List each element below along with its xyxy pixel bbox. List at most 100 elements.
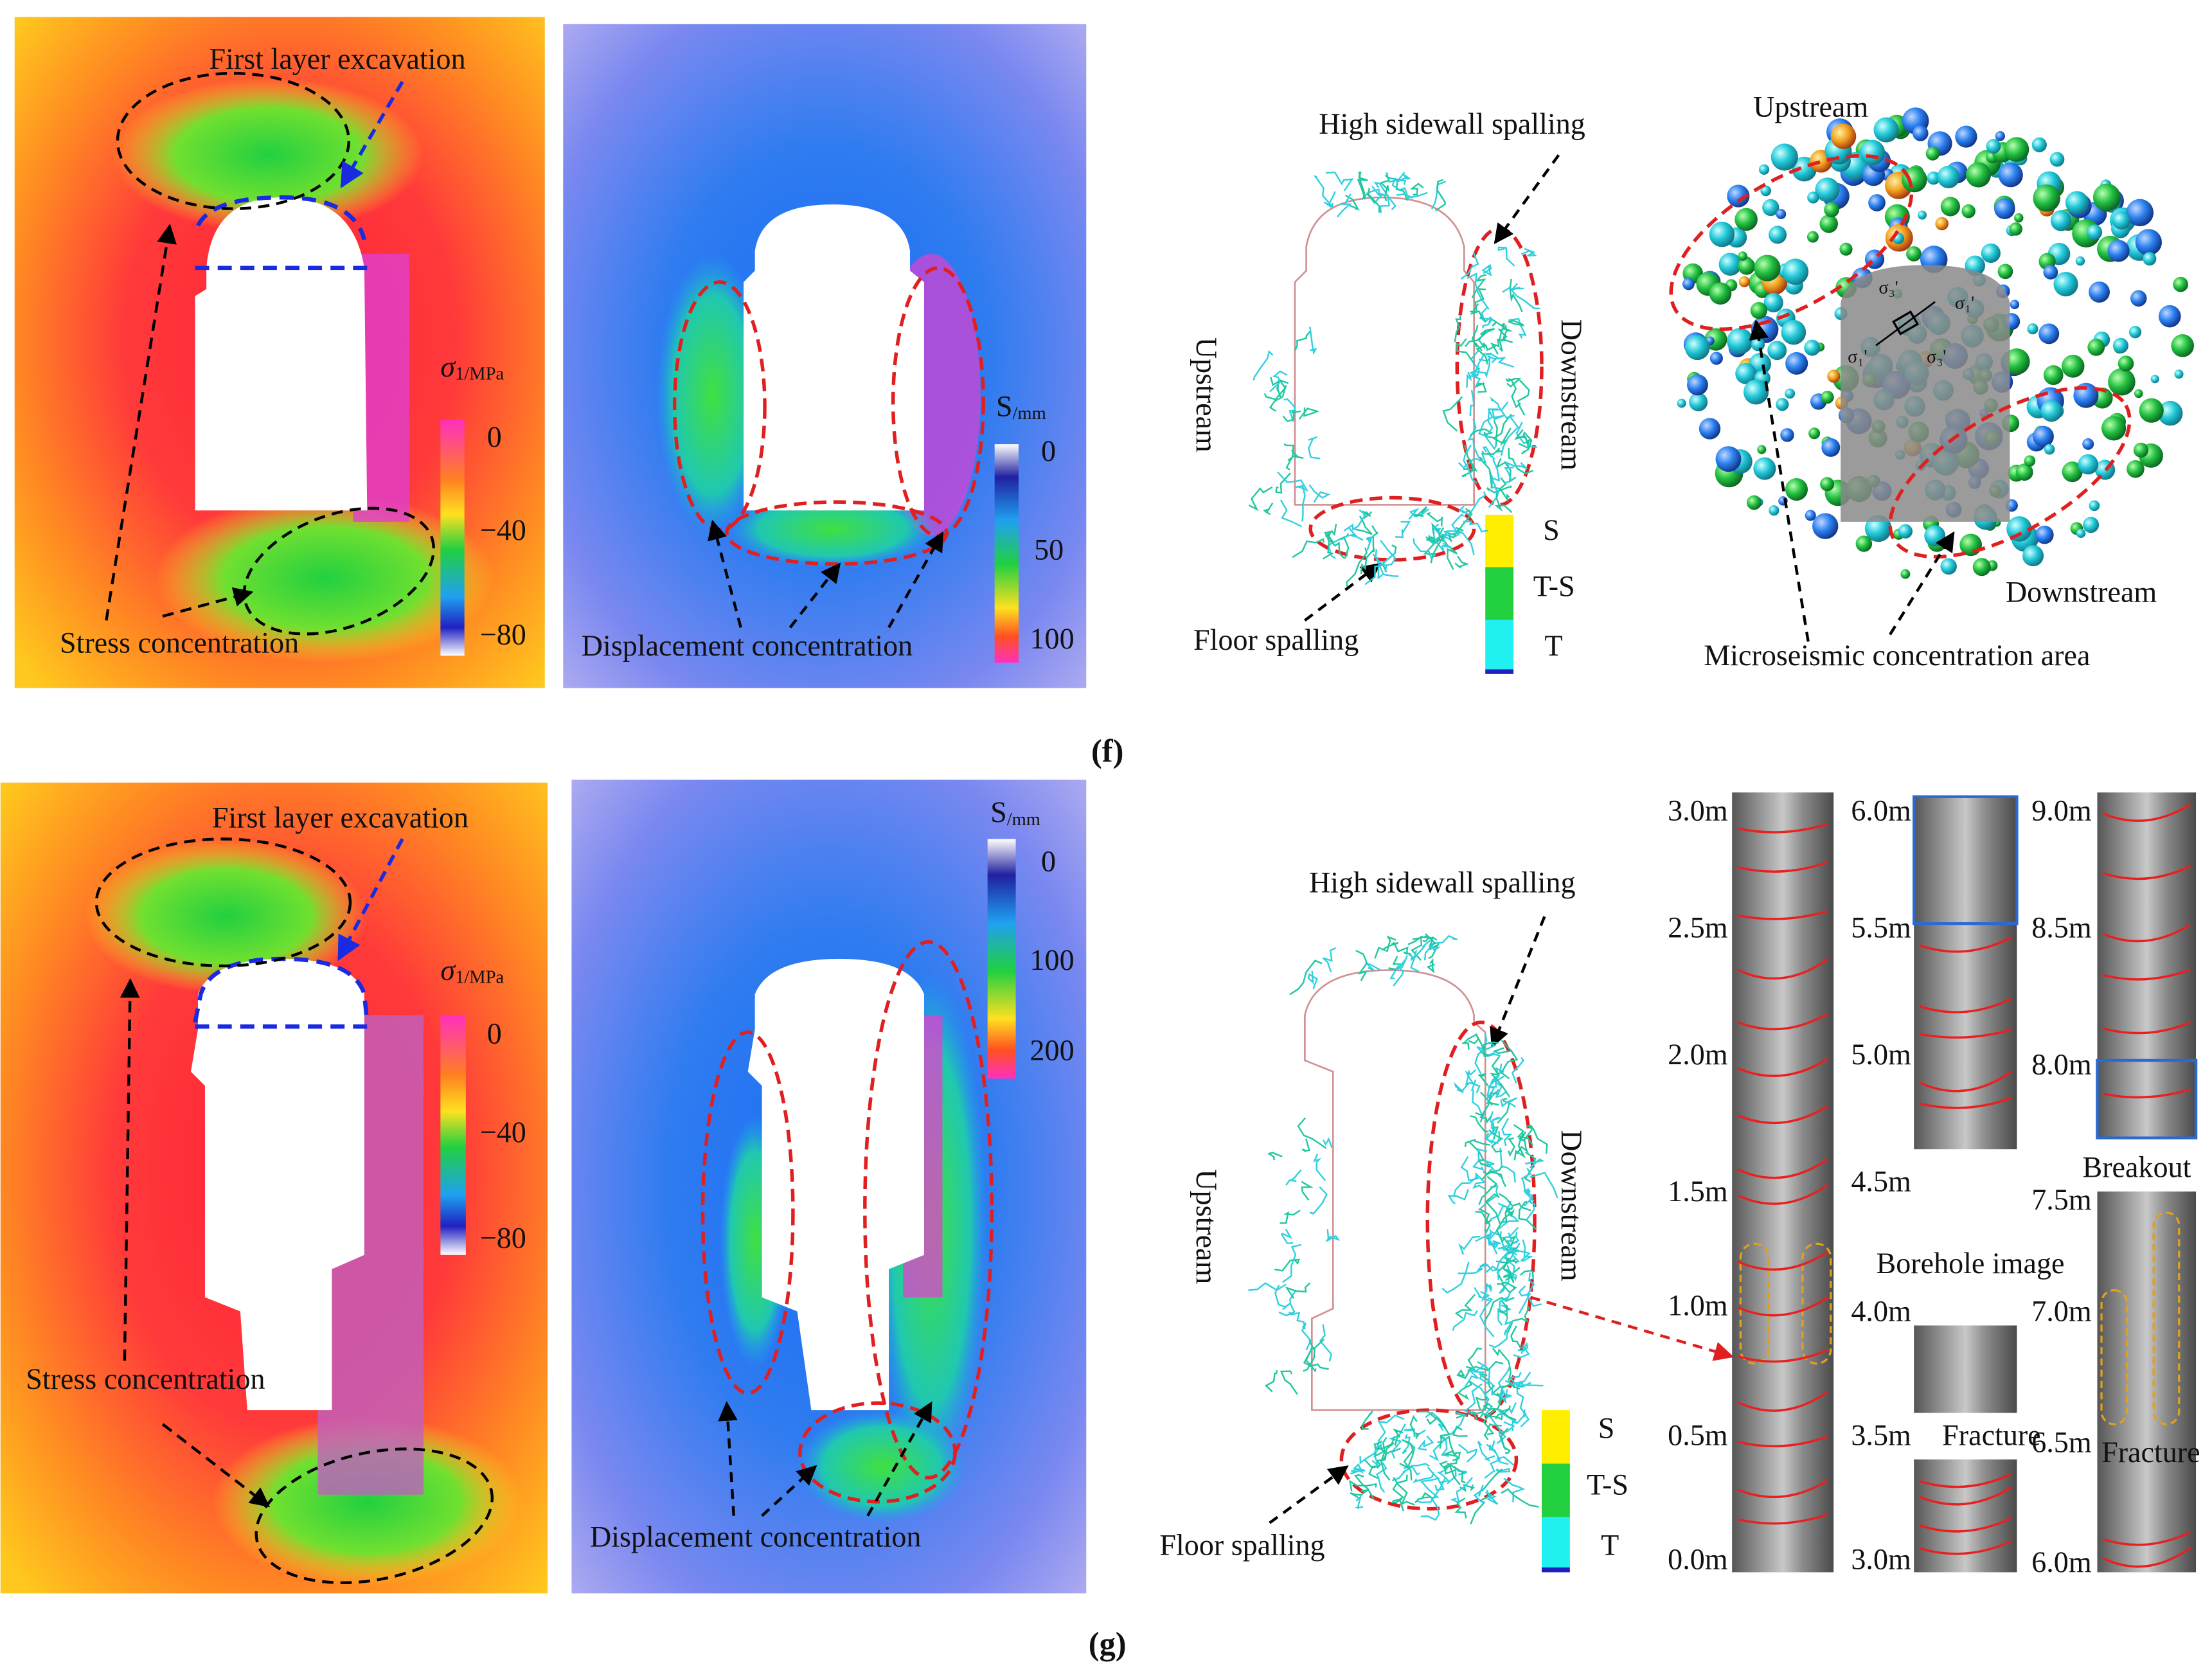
crack [1516, 1386, 1530, 1427]
sphere [1738, 257, 1756, 275]
crack [1379, 179, 1390, 202]
crack [1504, 460, 1528, 470]
sphere [2043, 265, 2058, 280]
fracture [1919, 1486, 2012, 1506]
legend-label: T [1601, 1529, 1619, 1562]
arrow [1269, 1465, 1349, 1524]
depth-label: 5.5m [1851, 911, 1911, 944]
fracture [2102, 1546, 2191, 1568]
sphere [1805, 510, 1816, 521]
crack [1380, 1437, 1391, 1481]
depth-label: 8.5m [2031, 911, 2092, 944]
crack [1441, 531, 1475, 555]
crack [1467, 272, 1490, 310]
depth-label: 2.5m [1668, 911, 1728, 944]
crack [1305, 1338, 1325, 1373]
depth-label: 1.0m [1668, 1289, 1728, 1322]
crack [1297, 1117, 1326, 1149]
colorbar-tick: 100 [1030, 943, 1075, 976]
crack [1269, 370, 1288, 393]
crack [1465, 371, 1472, 388]
crack [1442, 1435, 1461, 1459]
fracture [1919, 1071, 2012, 1093]
legend-label: S [1543, 513, 1560, 546]
dashed-ellipse [863, 940, 994, 1480]
crack [1373, 181, 1396, 211]
sphere [1819, 214, 1838, 233]
depth-label: 3.0m [1851, 1543, 1911, 1576]
crack [1280, 1370, 1298, 1395]
crack [1471, 325, 1483, 352]
crack [1469, 428, 1494, 436]
sphere [2101, 416, 2127, 441]
sphere [2031, 137, 2047, 152]
colorbar-tick: −40 [480, 513, 526, 546]
crack [1483, 1398, 1503, 1436]
crack [1435, 179, 1446, 211]
dashed-ellipse [1339, 1408, 1519, 1511]
colorbar-tick: −80 [480, 618, 526, 650]
crack [1482, 316, 1494, 328]
crack [1530, 1172, 1558, 1199]
sphere [2082, 438, 2094, 450]
crack [1425, 512, 1443, 527]
sphere [1955, 125, 1977, 148]
crack [1498, 1402, 1518, 1424]
spalling-panel-f: High sidewall spalling Floor spalling Up… [1190, 107, 1588, 674]
crack [1285, 1169, 1302, 1186]
crack [1495, 1405, 1511, 1420]
colorbar-title: σ1/MPa [440, 350, 504, 384]
arrow [161, 1423, 271, 1508]
arrow [162, 587, 254, 618]
sphere [1839, 242, 1853, 256]
legend-label: S [1598, 1412, 1615, 1445]
sphere [1781, 319, 1806, 345]
crack [1494, 487, 1513, 513]
crack [1490, 1055, 1510, 1098]
depth-label: 5.0m [1851, 1038, 1911, 1071]
crack [1483, 1405, 1517, 1421]
crack [1463, 444, 1477, 484]
side-label: Downstream [1555, 1130, 1588, 1281]
stress-label: σ₁' [1955, 293, 1974, 313]
depth-label: 7.0m [2031, 1294, 2092, 1327]
crack [1479, 1412, 1503, 1421]
sphere [2118, 355, 2134, 371]
crack [1371, 185, 1390, 213]
crack [1508, 1231, 1520, 1263]
crack [1454, 1082, 1470, 1093]
crack [1303, 1339, 1316, 1372]
dashed-ellipse [2152, 1211, 2181, 1425]
crack [1265, 1370, 1278, 1393]
depth-label: 3.0m [1668, 794, 1728, 827]
cavern [1841, 265, 2010, 522]
crack [1495, 1260, 1509, 1285]
sphere [1743, 379, 1769, 405]
crack [1487, 355, 1515, 368]
crack [1301, 1181, 1314, 1201]
crack [1486, 1089, 1500, 1105]
sphere [1727, 328, 1753, 355]
sphere [1855, 535, 1873, 552]
sphere [2040, 400, 2063, 422]
crack [1354, 1474, 1375, 1499]
colorbar [994, 444, 1019, 663]
crack [1298, 407, 1320, 420]
crack [1410, 1463, 1430, 1476]
crack [1409, 1415, 1420, 1440]
stress-panel-f: First layer excavation Stress concentrat… [14, 17, 545, 688]
arrow [1530, 1296, 1735, 1361]
unit: 1/MPa [455, 967, 504, 987]
crack [1263, 503, 1274, 515]
crack [1454, 315, 1461, 343]
fracture [2102, 924, 2191, 943]
colorbar [440, 420, 465, 656]
crack [1435, 1416, 1450, 1449]
annotation: Displacement concentration [590, 1521, 921, 1553]
crack [1345, 195, 1360, 211]
crack [1470, 1115, 1489, 1133]
fracture [1737, 1390, 1829, 1412]
crack [1377, 1414, 1405, 1442]
arrow [105, 224, 177, 621]
crack [1431, 522, 1445, 537]
